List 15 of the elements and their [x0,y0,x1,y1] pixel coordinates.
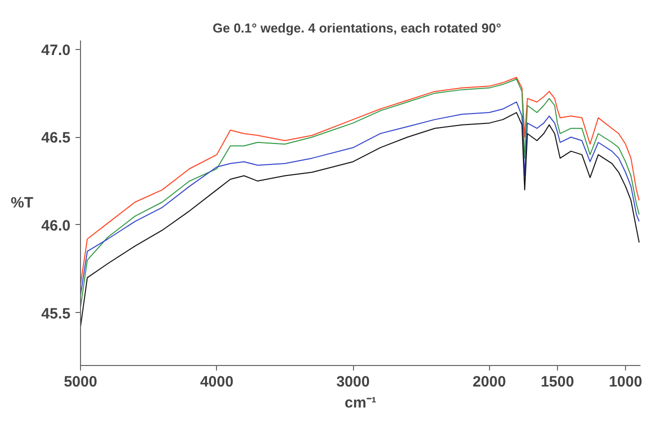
line-series [80,112,640,328]
x-tick-label: 2000 [472,374,506,390]
y-axis-title: %T [10,194,34,212]
x-tick-label: 4000 [200,374,234,390]
x-tick-label: 1500 [540,374,574,390]
chart-title: Ge 0.1° wedge. 4 orientations, each rotated 90° [212,20,502,36]
y-tick-label: 47.0 [41,42,71,59]
x-axis-title: cm⁻¹ [344,394,376,412]
y-tick-label: 45.5 [41,305,71,322]
x-tick-label: 1000 [608,374,642,390]
x-tick-label: 5000 [64,374,98,390]
y-tick-label: 46.5 [41,130,71,147]
line-series [80,101,640,296]
x-tick-label: 3000 [336,374,370,390]
y-tick-label: 46.0 [41,217,71,234]
